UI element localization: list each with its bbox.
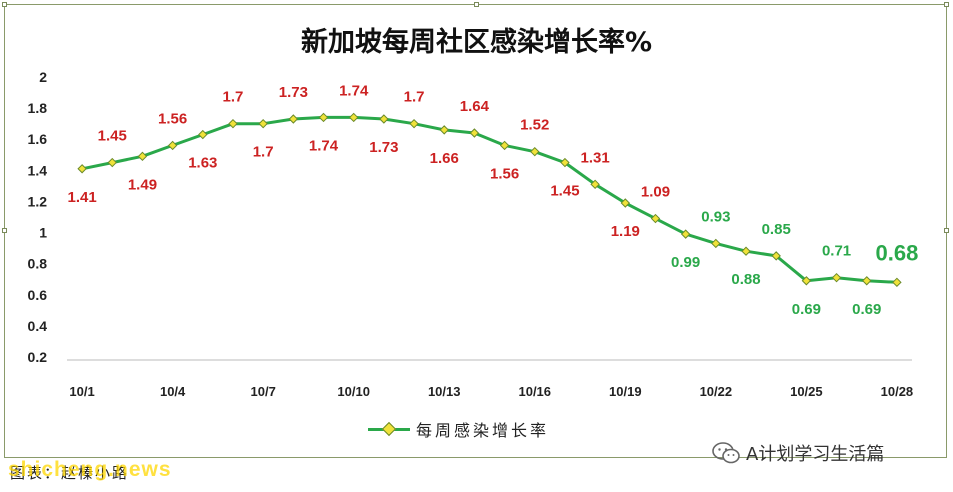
data-point-marker xyxy=(862,276,872,286)
x-tick-label: 10/25 xyxy=(790,384,823,399)
data-label: 1.45 xyxy=(550,183,579,200)
resize-handle-top-right[interactable] xyxy=(944,2,949,7)
data-label: 0.71 xyxy=(822,243,851,260)
y-tick-label: 1.8 xyxy=(28,100,48,116)
data-label: 1.19 xyxy=(611,223,640,240)
data-label: 0.85 xyxy=(762,221,791,238)
x-tick-label: 10/16 xyxy=(518,384,551,399)
y-tick-label: 1.2 xyxy=(28,193,48,209)
account-name: A计划学习生活篇 xyxy=(746,444,885,465)
data-point-marker xyxy=(590,179,600,190)
data-label: 1.45 xyxy=(98,128,127,145)
y-tick-label: 1.6 xyxy=(28,131,48,147)
x-axis-ticks: 10/1 10/4 10/7 10/10 10/13 10/16 10/19 10/22 10/… xyxy=(69,384,913,399)
resize-handle-mid-right[interactable] xyxy=(944,228,949,233)
data-point-marker xyxy=(409,118,419,129)
data-labels: 1.41 1.45 1.49 1.56 1.63 1.7 1.7 1.73 1.74 1.74 1.… xyxy=(67,82,918,317)
resize-handle-top-left[interactable] xyxy=(2,2,7,7)
data-label: 1.63 xyxy=(188,155,217,172)
data-label: 0.88 xyxy=(731,271,760,288)
data-label: 1.56 xyxy=(490,165,519,182)
data-label: 1.7 xyxy=(223,89,244,106)
data-point-marker xyxy=(620,198,631,208)
data-label: 1.56 xyxy=(158,110,187,127)
legend: 每周感染增长率 xyxy=(368,418,549,440)
data-point-marker xyxy=(831,272,842,283)
data-point-marker xyxy=(771,251,781,261)
data-label: 1.66 xyxy=(430,150,459,167)
x-tick-label: 10/28 xyxy=(881,384,914,399)
x-tick-label: 10/4 xyxy=(160,384,186,399)
data-label: 0.68 xyxy=(875,240,918,265)
data-label: 0.99 xyxy=(671,254,700,271)
chart-title: 新加坡每周社区感染增长率% xyxy=(300,27,653,58)
data-point-marker xyxy=(167,140,178,151)
data-point-marker xyxy=(288,114,299,124)
data-point-marker xyxy=(137,151,148,162)
data-label: 0.69 xyxy=(792,301,821,318)
data-point-marker xyxy=(318,112,329,123)
y-tick-label: 0.2 xyxy=(28,349,48,365)
watermark: shicheng.news xyxy=(8,458,172,481)
data-point-marker xyxy=(439,125,449,135)
data-point-marker xyxy=(560,157,570,168)
y-tick-label: 2 xyxy=(39,69,47,85)
y-tick-label: 1.4 xyxy=(28,162,48,178)
resize-handle-mid-left[interactable] xyxy=(2,228,7,233)
y-axis-ticks: 0.2 0.4 0.6 0.8 1 1.2 1.4 1.6 1.8 2 xyxy=(28,69,48,365)
series-markers xyxy=(77,112,902,288)
data-point-marker xyxy=(530,146,540,157)
chart-credit: 图表：赵榛小路 xyxy=(10,464,130,482)
x-tick-label: 10/22 xyxy=(700,384,733,399)
data-label: 0.69 xyxy=(852,301,881,318)
data-label: 1.74 xyxy=(339,82,369,99)
wechat-account: A计划学习生活篇 xyxy=(712,440,884,466)
data-point-marker xyxy=(107,157,117,168)
data-label: 1.73 xyxy=(279,84,308,101)
data-label: 1.09 xyxy=(641,184,670,201)
data-point-marker xyxy=(650,213,661,224)
series-line xyxy=(81,115,897,284)
x-tick-label: 10/1 xyxy=(69,384,94,399)
data-point-marker xyxy=(499,140,510,151)
x-tick-label: 10/19 xyxy=(609,384,642,399)
data-point-marker xyxy=(258,118,268,129)
data-point-marker xyxy=(469,128,480,138)
data-point-marker xyxy=(741,246,751,256)
data-label: 0.93 xyxy=(701,208,730,225)
legend-swatch xyxy=(368,421,410,437)
data-point-marker xyxy=(228,118,238,129)
data-label: 1.64 xyxy=(460,98,490,115)
y-tick-label: 0.4 xyxy=(28,318,48,334)
data-label: 1.31 xyxy=(581,149,610,166)
x-tick-label: 10/13 xyxy=(428,384,461,399)
x-tick-label: 10/7 xyxy=(251,384,276,399)
resize-handle-top-mid[interactable] xyxy=(474,2,479,7)
data-label: 1.41 xyxy=(67,189,96,206)
data-point-marker xyxy=(680,229,691,239)
data-point-marker xyxy=(379,114,389,124)
data-point-marker xyxy=(198,129,208,140)
x-tick-label: 10/10 xyxy=(337,384,370,399)
data-label: 1.49 xyxy=(128,176,157,193)
legend-label: 每周感染增长率 xyxy=(416,421,550,440)
data-label: 1.7 xyxy=(253,144,274,161)
y-tick-label: 0.6 xyxy=(28,287,48,303)
data-point-marker xyxy=(348,112,359,123)
y-tick-label: 1 xyxy=(39,225,47,241)
data-label: 1.7 xyxy=(404,89,425,106)
y-tick-label: 0.8 xyxy=(28,256,48,272)
data-label: 1.52 xyxy=(520,117,549,134)
data-point-marker xyxy=(711,238,721,249)
data-point-marker xyxy=(892,277,902,288)
data-label: 1.73 xyxy=(369,139,398,156)
data-point-marker xyxy=(77,164,87,174)
wechat-icon xyxy=(712,442,740,464)
data-point-marker xyxy=(801,276,812,286)
data-label: 1.74 xyxy=(309,137,339,154)
